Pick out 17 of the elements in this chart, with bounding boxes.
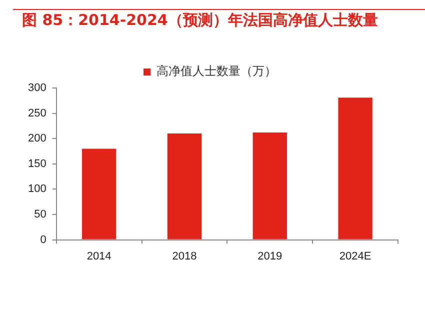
x-tick-label: 2024E (339, 250, 372, 262)
y-tick-label: 250 (28, 107, 46, 120)
y-tick-label: 50 (34, 208, 46, 221)
y-tick-label: 0 (40, 234, 46, 246)
x-tick-label: 2018 (172, 250, 197, 262)
bar (338, 98, 372, 240)
y-tick-label: 100 (28, 183, 46, 196)
bar (82, 148, 116, 240)
bar (167, 134, 202, 240)
y-tick-label: 200 (28, 132, 46, 145)
x-tick-label: 2014 (86, 250, 112, 262)
y-tick-label: 300 (28, 82, 46, 94)
y-tick-label: 150 (28, 158, 46, 170)
legend-label: 高净值人士数量（万） (156, 64, 276, 78)
x-tick-label: 2019 (258, 250, 282, 262)
bar (252, 132, 287, 240)
chart-title: 图 85：2014-2024（预测）年法国高净值人士数量 (22, 10, 378, 29)
